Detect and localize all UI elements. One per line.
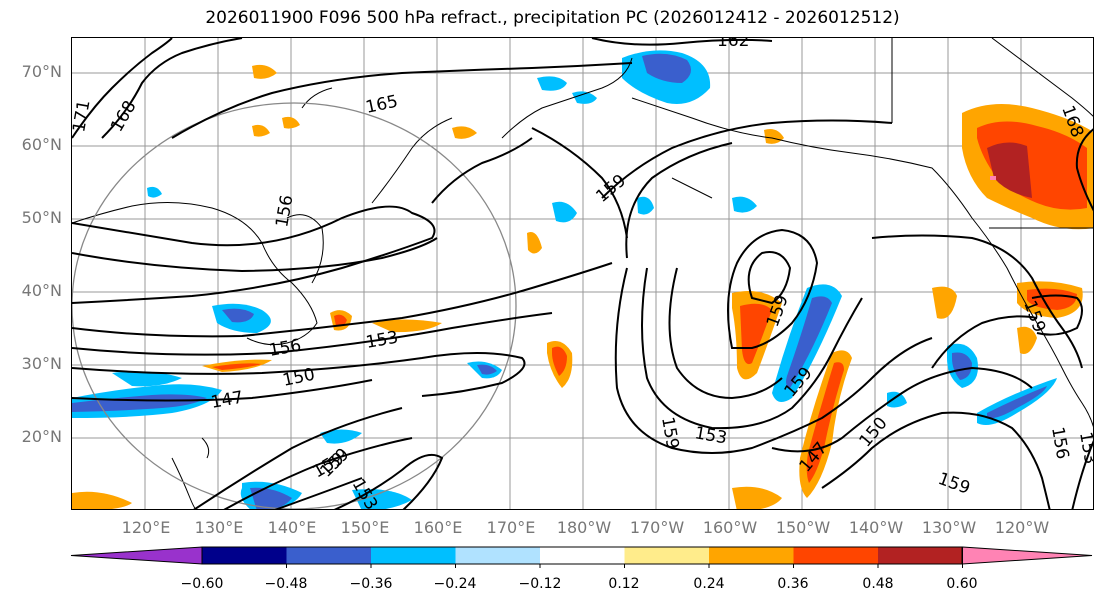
colorbar-tick-label: 0.60 (946, 576, 978, 592)
lat-label: 20°N (21, 427, 62, 446)
colorbar-cell (624, 547, 710, 564)
colorbar-cell (793, 547, 879, 564)
colorbar-cell (540, 547, 625, 564)
lon-label: 130°W (921, 518, 977, 537)
colorbar-cell (709, 547, 794, 564)
contour-label: 162 (717, 38, 749, 51)
colorbar-cell (455, 547, 541, 564)
colorbar-tick-label: −0.24 (433, 576, 477, 592)
lon-label: 140°E (267, 518, 317, 537)
lon-label: 160°E (413, 518, 463, 537)
lat-label: 70°N (21, 62, 62, 81)
colorbar-tick-label: 0.36 (777, 576, 809, 592)
lon-label: 170°W (629, 518, 685, 537)
height-contours (72, 38, 1093, 509)
lon-label: 150°W (775, 518, 831, 537)
lon-label: 180°W (556, 518, 612, 537)
lat-label: 40°N (21, 281, 62, 300)
map-canvas: 162 165 168 171 159 156 153 150 147 159 … (72, 38, 1094, 509)
contour-label: 153 (1075, 430, 1094, 465)
colorbar-cell (371, 547, 456, 564)
colorbar-tick-label: 0.24 (693, 576, 725, 592)
lat-label: 30°N (21, 354, 62, 373)
colorbar-tick-label: −0.48 (264, 576, 308, 592)
colorbar-cell (878, 547, 963, 564)
lon-label: 140°W (848, 518, 904, 537)
contour-label: 171 (72, 98, 95, 133)
graticule (72, 38, 1093, 509)
projection-circle (72, 102, 517, 509)
map-panel: 162 165 168 171 159 156 153 150 147 159 … (71, 37, 1094, 510)
colorbar-cell (286, 547, 372, 564)
lon-label: 120°W (994, 518, 1050, 537)
lon-label: 120°E (121, 518, 171, 537)
lat-label: 50°N (21, 208, 62, 227)
precip-shading (72, 50, 1093, 509)
lon-label: 160°W (702, 518, 758, 537)
lon-label: 150°E (340, 518, 390, 537)
colorbar-extend-high (962, 546, 1093, 565)
colorbar-tick-label: −0.12 (518, 576, 562, 592)
lat-label: 60°N (21, 135, 62, 154)
colorbar-tick-label: 0.48 (862, 576, 894, 592)
colorbar-extend-low (70, 546, 203, 565)
lon-label: 130°E (194, 518, 244, 537)
colorbar-tick-label: −0.36 (349, 576, 393, 592)
colorbar-tick-label: 0.12 (608, 576, 640, 592)
colorbar-cell (202, 547, 287, 564)
colorbar-tick-label: −0.60 (180, 576, 224, 592)
lon-label: 170°E (486, 518, 536, 537)
map-title: 2026011900 F096 500 hPa refract., precip… (205, 8, 900, 28)
